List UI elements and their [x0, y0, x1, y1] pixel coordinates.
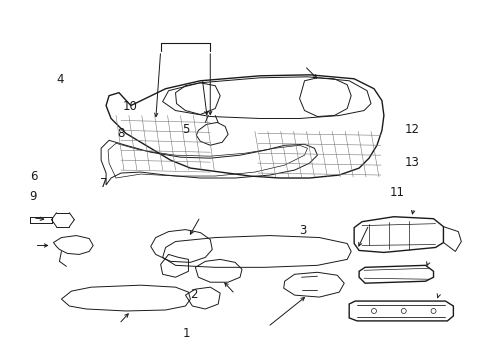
Text: 7: 7 [100, 177, 107, 190]
Text: 2: 2 [189, 288, 197, 301]
Text: 12: 12 [404, 123, 419, 136]
Text: 13: 13 [404, 156, 419, 168]
Text: 4: 4 [56, 73, 64, 86]
Text: 11: 11 [389, 186, 404, 199]
Text: 8: 8 [117, 127, 124, 140]
Text: 1: 1 [182, 327, 190, 340]
Text: 3: 3 [299, 224, 306, 237]
Text: 5: 5 [182, 123, 189, 136]
Text: 6: 6 [30, 170, 37, 183]
Text: 10: 10 [123, 100, 138, 113]
Text: 9: 9 [30, 190, 37, 203]
